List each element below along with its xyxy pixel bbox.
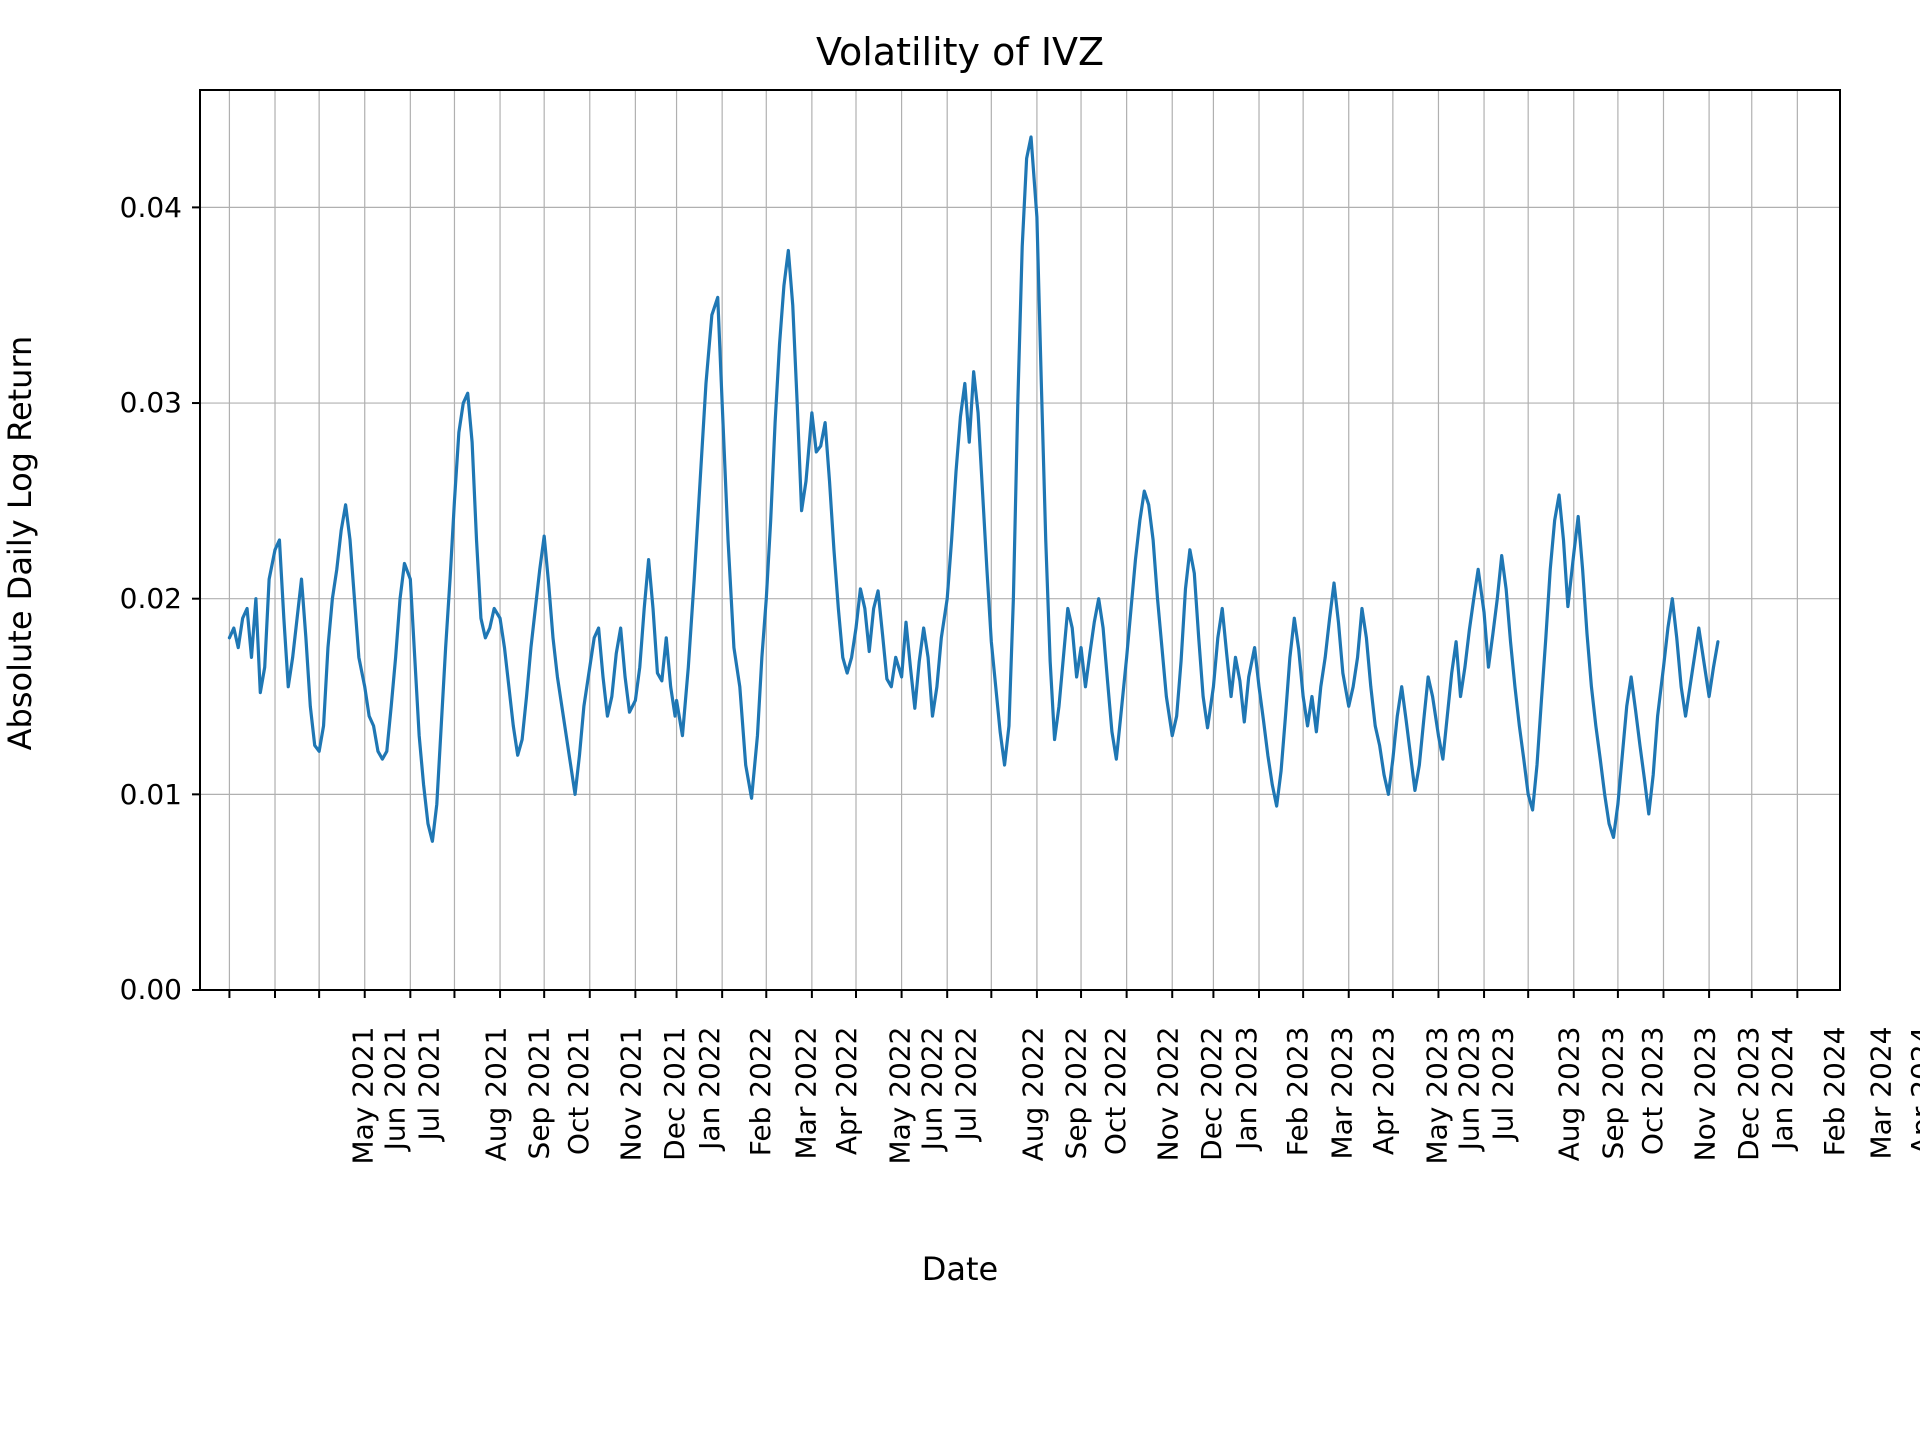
x-tick-label: Aug 2023 [1553,1027,1586,1162]
x-tick-label: Oct 2022 [1099,1027,1132,1156]
y-tick-label: 0.03 [82,386,182,419]
figure: Volatility of IVZ Absolute Daily Log Ret… [0,0,1920,1440]
x-tick-label: Feb 2022 [745,1027,778,1157]
x-tick-label: Nov 2023 [1688,1027,1721,1162]
y-tick-label: 0.00 [82,973,182,1006]
y-tick-label: 0.01 [82,778,182,811]
x-tick-label: Apr 2023 [1367,1027,1400,1156]
x-tick-label: Feb 2023 [1281,1027,1314,1157]
x-tick-label: May 2021 [347,1027,380,1165]
x-tick-label: Sep 2022 [1060,1027,1093,1160]
x-tick-label: Nov 2021 [614,1027,647,1162]
x-tick-label: Jun 2021 [378,1027,411,1151]
x-tick-label: Aug 2022 [1016,1027,1049,1162]
x-tick-label: Jul 2022 [949,1027,982,1141]
x-tick-label: Jan 2024 [1766,1027,1799,1150]
x-tick-label: May 2023 [1421,1027,1454,1165]
x-tick-label: Sep 2021 [523,1027,556,1160]
x-tick-label: Aug 2021 [479,1027,512,1162]
x-tick-label: Jan 2023 [1229,1027,1262,1150]
x-tick-label: Jul 2023 [1486,1027,1519,1141]
x-tick-label: Oct 2023 [1636,1027,1669,1156]
x-tick-label: May 2022 [884,1027,917,1165]
x-tick-label: Feb 2024 [1818,1027,1851,1157]
x-tick-label: Apr 2022 [830,1027,863,1156]
x-tick-label: Dec 2021 [658,1027,691,1161]
y-tick-label: 0.02 [82,582,182,615]
x-tick-label: Mar 2023 [1326,1027,1359,1160]
x-tick-label: Jun 2023 [1452,1027,1485,1151]
chart-canvas [0,0,1920,1440]
x-tick-label: Dec 2023 [1732,1027,1765,1161]
x-tick-label: Dec 2022 [1195,1027,1228,1161]
x-tick-label: Mar 2024 [1864,1027,1897,1160]
x-tick-label: Jul 2021 [413,1027,446,1141]
x-tick-label: Sep 2023 [1596,1027,1629,1160]
x-tick-label: Nov 2022 [1151,1027,1184,1162]
x-tick-label: Jun 2022 [915,1027,948,1151]
x-tick-label: Apr 2024 [1905,1027,1920,1156]
y-tick-label: 0.04 [82,191,182,224]
volatility-line [229,137,1718,841]
x-tick-label: Oct 2021 [563,1027,596,1156]
x-tick-label: Jan 2022 [693,1027,726,1150]
x-tick-label: Mar 2022 [789,1027,822,1160]
